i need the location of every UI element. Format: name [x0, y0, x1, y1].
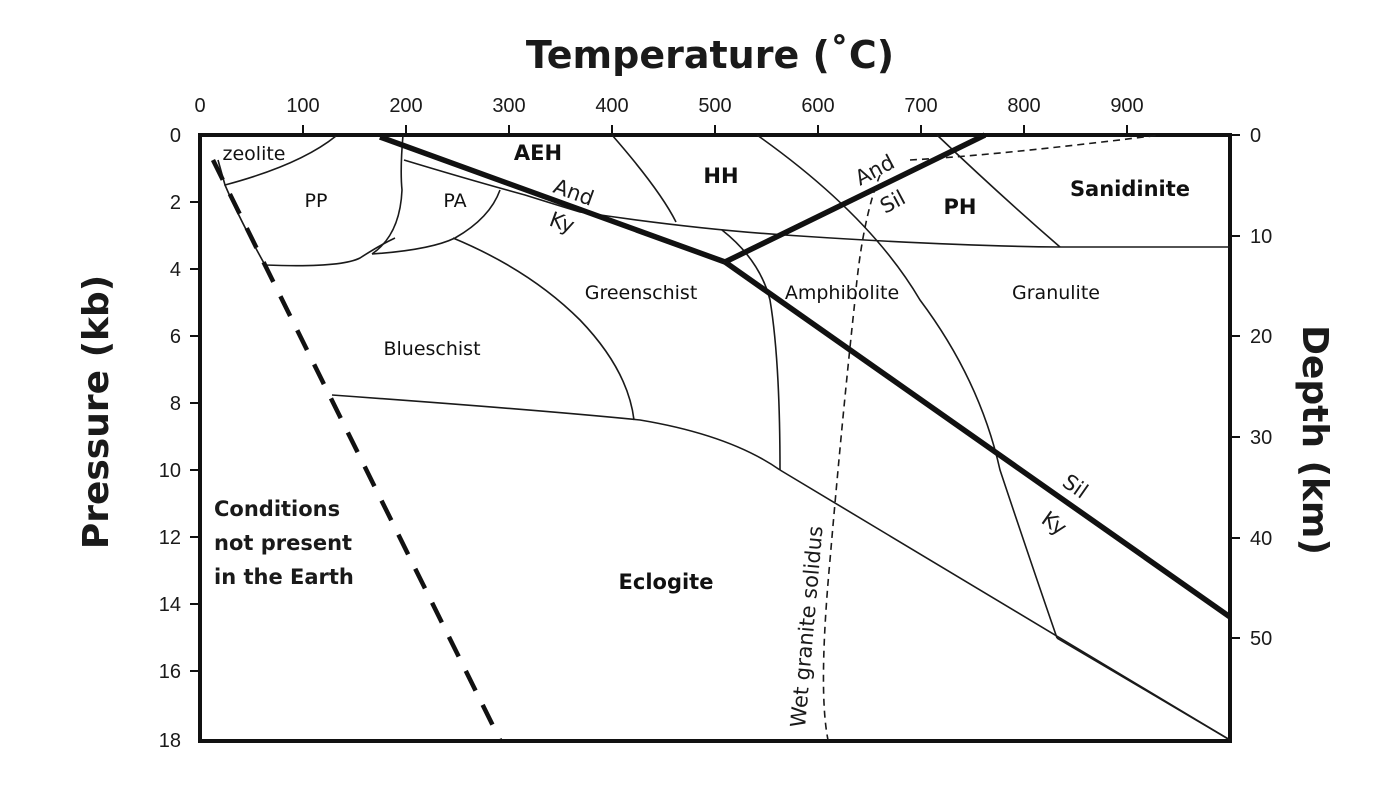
depth-ticks: 0 10 20 30 40 50 [1230, 125, 1272, 650]
zeolite-boundary [217, 135, 337, 186]
blueschist-greenschist-boundary [452, 237, 635, 421]
pressure-tick-16: 16 [159, 661, 181, 683]
low-pressure-boundary [403, 159, 1230, 248]
sanidinite-label: Sanidinite [1070, 177, 1190, 201]
facies-boundaries [217, 134, 1231, 741]
temp-tick-300: 300 [492, 95, 525, 117]
pp-pa-boundary [371, 134, 404, 255]
ph-label: PH [944, 195, 977, 219]
temp-tick-600: 600 [801, 95, 834, 117]
pa-boundary [371, 189, 501, 255]
blueschist-eclogite-boundary [331, 394, 781, 471]
pp-boundary [224, 184, 396, 267]
pressure-tick-0: 0 [170, 125, 181, 147]
sil-label-2: Sil [876, 185, 909, 218]
conditions-note: Conditions not present in the Earth [214, 497, 354, 589]
pressure-axis-title: Pressure (kb) [76, 275, 117, 549]
aeh-label: AEH [514, 141, 562, 165]
greenschist-label: Greenschist [585, 282, 698, 304]
pressure-tick-6: 6 [170, 326, 181, 348]
temp-tick-500: 500 [698, 95, 731, 117]
pressure-tick-14: 14 [159, 594, 181, 616]
temp-tick-700: 700 [904, 95, 937, 117]
pressure-tick-8: 8 [170, 393, 181, 415]
depth-tick-50: 50 [1250, 628, 1272, 650]
pressure-ticks: 0 2 4 6 8 10 12 14 16 18 [159, 125, 181, 752]
sil-ky-line [723, 259, 1232, 620]
amphibolite-label: Amphibolite [785, 282, 899, 304]
pressure-tick-4: 4 [170, 259, 181, 281]
conditions-note-line1: Conditions [214, 497, 340, 521]
temp-tick-900: 900 [1110, 95, 1143, 117]
depth-tick-0: 0 [1250, 125, 1261, 147]
granulite-label: Granulite [1012, 282, 1100, 304]
conditions-note-line3: in the Earth [214, 565, 354, 589]
temp-tick-100: 100 [286, 95, 319, 117]
amphibolite-granulite-boundary [756, 134, 1058, 639]
pressure-tick-10: 10 [159, 460, 181, 482]
ky-label-1: Ky [546, 207, 577, 238]
aeh-hh-boundary [611, 134, 677, 223]
pressure-tick-12: 12 [159, 527, 181, 549]
eclogite-label: Eclogite [619, 570, 714, 594]
depth-axis-title: Depth (km) [1294, 325, 1335, 555]
hh-label: HH [703, 164, 738, 188]
and-label-2: And [851, 150, 898, 190]
pressure-tick-18: 18 [159, 730, 181, 752]
zeolite-label: zeolite [223, 143, 286, 165]
depth-tick-40: 40 [1250, 528, 1272, 550]
wet-granite-solidus-label: Wet granite solidus [786, 525, 828, 729]
aluminosilicate-lines [379, 132, 1232, 620]
eclogite-lower-boundary [1056, 637, 1231, 741]
earth-limit-dashed-line [210, 159, 503, 741]
pa-label: PA [443, 190, 466, 212]
temp-tick-400: 400 [595, 95, 628, 117]
depth-tick-30: 30 [1250, 427, 1272, 449]
ky-label-3: Ky [1037, 506, 1071, 540]
wet-granite-solidus-curve [822, 174, 881, 741]
pp-label: PP [305, 190, 328, 212]
temperature-axis-title: Temperature (˚C) [526, 33, 894, 77]
and-ky-line [379, 134, 726, 265]
temp-tick-0: 0 [194, 95, 205, 117]
pressure-tick-2: 2 [170, 192, 181, 214]
temperature-ticks: 0 100 200 300 400 500 600 700 800 900 [194, 95, 1143, 117]
depth-tick-20: 20 [1250, 326, 1272, 348]
and-sil-line [723, 132, 987, 265]
temp-tick-800: 800 [1007, 95, 1040, 117]
plot-frame [198, 133, 1232, 743]
blueschist-label: Blueschist [383, 338, 480, 360]
temp-tick-200: 200 [389, 95, 422, 117]
depth-tick-10: 10 [1250, 226, 1272, 248]
conditions-note-line2: not present [214, 531, 352, 555]
